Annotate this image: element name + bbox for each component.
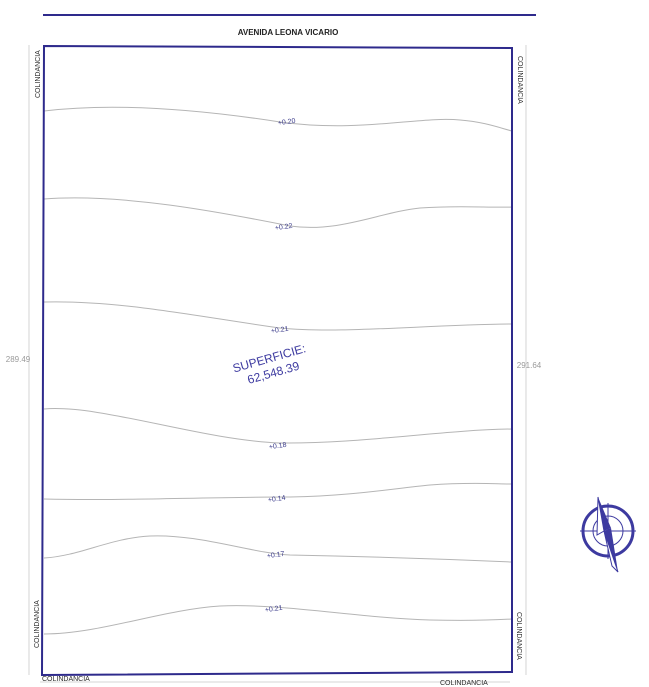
contour-line: [43, 106, 513, 132]
contour-label: +0.21: [265, 605, 284, 614]
dimension-right: 291.64: [517, 361, 542, 370]
contour-label: +0.20: [278, 118, 297, 127]
contour-line: [43, 197, 513, 228]
contour-line: [43, 482, 513, 501]
street-name: AVENIDA LEONA VICARIO: [238, 28, 339, 37]
contour-label: +0.14: [268, 495, 287, 504]
dimension-left: 289.49: [6, 355, 31, 364]
contour-label: +0.21: [271, 326, 290, 335]
property-boundary: [40, 44, 513, 677]
boundary-label-top-right: COLINDANCIA: [516, 56, 523, 104]
contour-label: +0.18: [269, 442, 288, 451]
boundary-label-bottom-right: COLINDANCIA: [440, 680, 488, 687]
boundary-label-bottom-left-vertical: COLINDANCIA: [34, 600, 41, 648]
boundary-label-top-left: COLINDANCIA: [35, 50, 42, 98]
contour-label: +0.22: [275, 223, 294, 232]
area-annotation: SUPERFICIE: 62,548.39: [231, 341, 307, 387]
boundary-label-bottom-right-vertical: COLINDANCIA: [515, 612, 522, 660]
contour-line: [43, 301, 513, 331]
contour-line: [43, 535, 513, 563]
north-arrow-icon: [580, 496, 636, 573]
contour-line: [43, 408, 513, 444]
contour-line: [43, 605, 513, 635]
boundary-label-bottom-left: COLINDANCIA: [42, 676, 90, 683]
contour-label: +0.17: [267, 551, 286, 560]
